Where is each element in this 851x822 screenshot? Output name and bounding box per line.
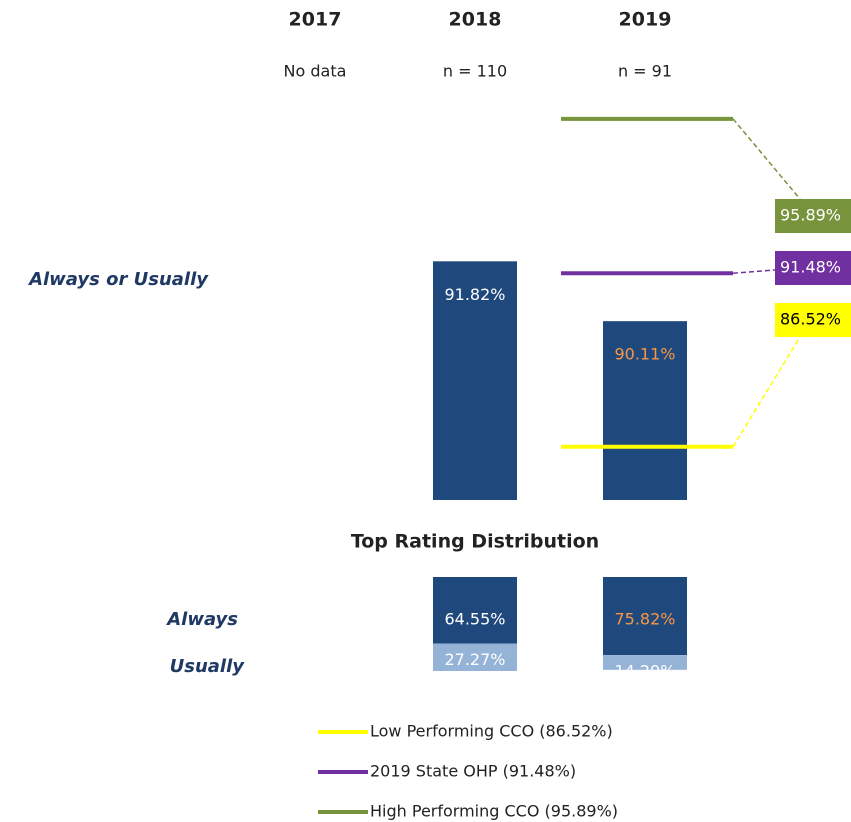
value-label: 27.27%	[444, 650, 505, 669]
reference-box	[775, 199, 851, 233]
stack-segment	[603, 655, 687, 670]
year-label: 2019	[619, 9, 672, 31]
stack-segment	[433, 577, 517, 644]
legend-label: 2019 State OHP (91.48%)	[370, 762, 576, 781]
year-label: 2017	[289, 9, 342, 31]
value-label: 91.82%	[444, 285, 505, 304]
value-label: 90.11%	[614, 345, 675, 364]
n-label: n = 91	[618, 62, 672, 81]
value-label: 64.55%	[444, 610, 505, 629]
distribution-title: Top Rating Distribution	[351, 531, 599, 553]
reference-label: 95.89%	[780, 206, 841, 225]
reference-box	[775, 251, 851, 285]
year-label: 2018	[449, 9, 502, 31]
row-label: Always	[165, 609, 238, 630]
n-label: No data	[284, 62, 347, 81]
value-label: 75.82%	[614, 610, 675, 629]
bar	[433, 261, 517, 500]
distribution: 64.55% 75.82% 27.27% 14.29%	[433, 577, 687, 681]
reference-label: 86.52%	[780, 310, 841, 329]
stack-segment	[433, 643, 517, 671]
legend-label: Low Performing CCO (86.52%)	[370, 722, 613, 741]
row-label: Usually	[170, 656, 246, 677]
reference-label: 91.48%	[780, 258, 841, 277]
bar	[603, 321, 687, 500]
reference-connector	[732, 118, 801, 200]
n-label: n = 110	[443, 62, 507, 81]
reference-connector	[732, 336, 801, 448]
row-label: Always or Usually	[27, 269, 209, 290]
value-label: 14.29%	[614, 662, 675, 681]
legend-label: High Performing CCO (95.89%)	[370, 802, 618, 821]
stack-segment	[603, 577, 687, 656]
reference-box	[775, 303, 851, 337]
